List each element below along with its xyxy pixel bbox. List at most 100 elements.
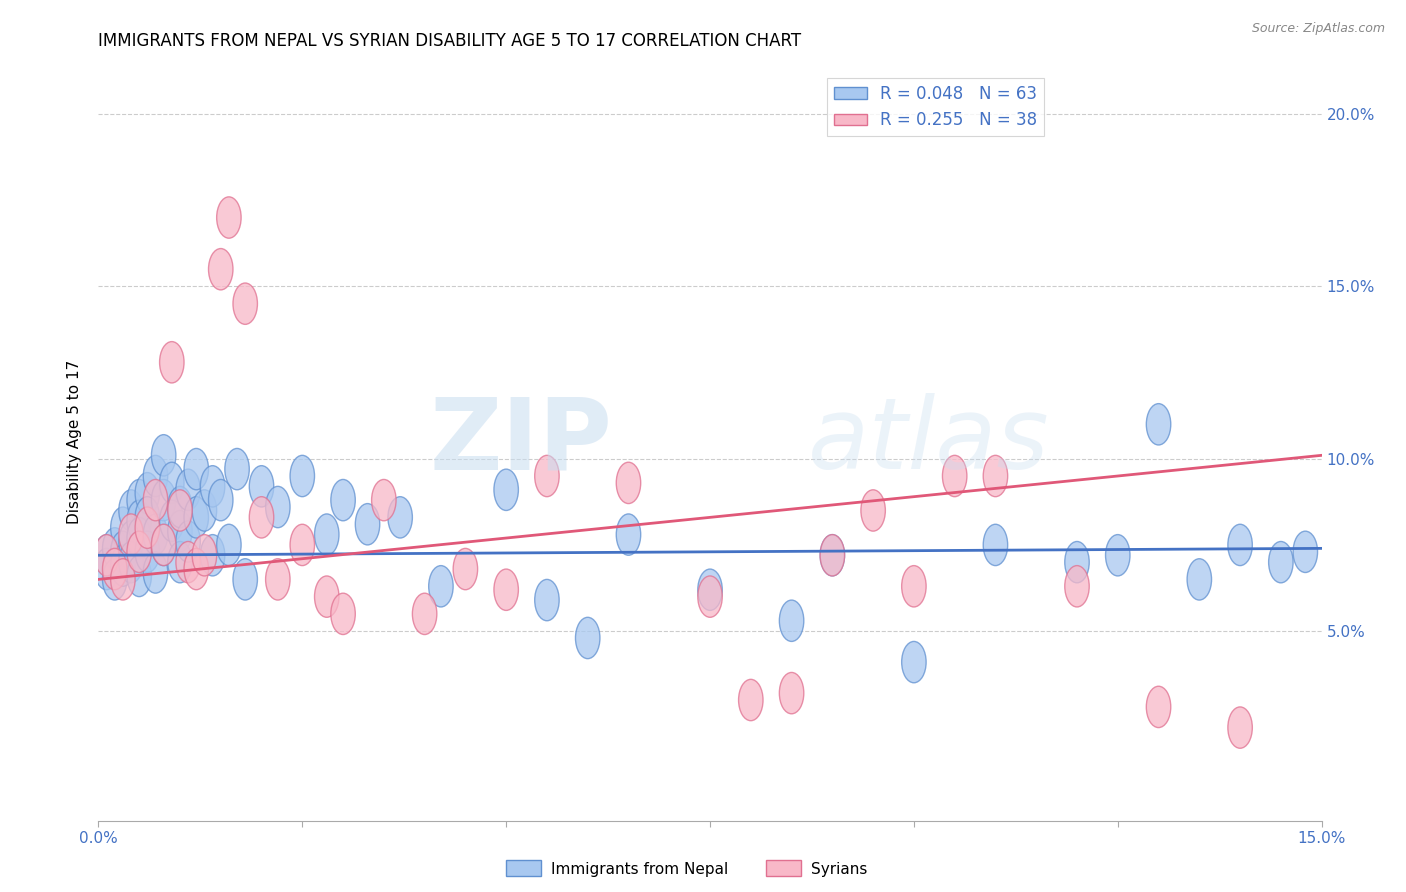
Ellipse shape — [1105, 534, 1130, 576]
Ellipse shape — [103, 558, 127, 600]
Ellipse shape — [120, 541, 143, 582]
Ellipse shape — [266, 558, 290, 600]
Ellipse shape — [1146, 686, 1171, 728]
Ellipse shape — [217, 524, 242, 566]
Ellipse shape — [127, 531, 152, 573]
Ellipse shape — [330, 593, 356, 634]
Ellipse shape — [103, 528, 127, 569]
Ellipse shape — [176, 541, 201, 582]
Ellipse shape — [616, 514, 641, 555]
Ellipse shape — [135, 497, 160, 538]
Ellipse shape — [266, 486, 290, 528]
Ellipse shape — [111, 507, 135, 549]
Ellipse shape — [111, 558, 135, 600]
Ellipse shape — [94, 549, 120, 590]
Ellipse shape — [820, 534, 845, 576]
Ellipse shape — [494, 569, 519, 610]
Ellipse shape — [135, 473, 160, 514]
Ellipse shape — [135, 531, 160, 573]
Ellipse shape — [135, 507, 160, 549]
Ellipse shape — [1064, 566, 1090, 607]
Ellipse shape — [249, 497, 274, 538]
Ellipse shape — [575, 617, 600, 658]
Ellipse shape — [152, 524, 176, 566]
Ellipse shape — [167, 490, 193, 531]
Ellipse shape — [184, 549, 208, 590]
Ellipse shape — [120, 490, 143, 531]
Text: Source: ZipAtlas.com: Source: ZipAtlas.com — [1251, 22, 1385, 36]
Ellipse shape — [983, 455, 1008, 497]
Ellipse shape — [143, 552, 167, 593]
Ellipse shape — [143, 455, 167, 497]
Ellipse shape — [160, 342, 184, 383]
Text: ZIP: ZIP — [429, 393, 612, 490]
Ellipse shape — [225, 449, 249, 490]
Ellipse shape — [200, 466, 225, 507]
Ellipse shape — [111, 545, 135, 586]
Ellipse shape — [860, 490, 886, 531]
Ellipse shape — [120, 521, 143, 562]
Ellipse shape — [160, 500, 184, 541]
Ellipse shape — [290, 524, 315, 566]
Ellipse shape — [412, 593, 437, 634]
Ellipse shape — [429, 566, 453, 607]
Ellipse shape — [534, 580, 560, 621]
Ellipse shape — [200, 534, 225, 576]
Ellipse shape — [167, 486, 193, 528]
Ellipse shape — [494, 469, 519, 510]
Ellipse shape — [371, 480, 396, 521]
Ellipse shape — [167, 541, 193, 582]
Text: Syrians: Syrians — [811, 863, 868, 877]
Ellipse shape — [160, 462, 184, 504]
Text: Immigrants from Nepal: Immigrants from Nepal — [551, 863, 728, 877]
Ellipse shape — [233, 558, 257, 600]
Ellipse shape — [143, 480, 167, 521]
Ellipse shape — [356, 504, 380, 545]
Ellipse shape — [290, 455, 315, 497]
Ellipse shape — [697, 576, 723, 617]
Ellipse shape — [1294, 531, 1317, 573]
Ellipse shape — [1227, 706, 1253, 748]
Ellipse shape — [152, 434, 176, 476]
Ellipse shape — [143, 514, 167, 555]
Ellipse shape — [127, 480, 152, 521]
Ellipse shape — [111, 531, 135, 573]
Ellipse shape — [820, 534, 845, 576]
Ellipse shape — [1146, 403, 1171, 445]
Ellipse shape — [249, 466, 274, 507]
Ellipse shape — [94, 534, 120, 576]
Ellipse shape — [127, 517, 152, 558]
Ellipse shape — [1187, 558, 1212, 600]
Ellipse shape — [315, 576, 339, 617]
Ellipse shape — [152, 480, 176, 521]
Ellipse shape — [330, 480, 356, 521]
Ellipse shape — [534, 455, 560, 497]
Ellipse shape — [193, 490, 217, 531]
Text: atlas: atlas — [808, 393, 1049, 490]
Ellipse shape — [167, 510, 193, 552]
Ellipse shape — [176, 469, 201, 510]
Ellipse shape — [120, 514, 143, 555]
Ellipse shape — [152, 524, 176, 566]
Ellipse shape — [942, 455, 967, 497]
Ellipse shape — [901, 641, 927, 682]
Ellipse shape — [176, 521, 201, 562]
Ellipse shape — [217, 197, 242, 238]
Ellipse shape — [901, 566, 927, 607]
Ellipse shape — [388, 497, 412, 538]
Ellipse shape — [315, 514, 339, 555]
Ellipse shape — [779, 600, 804, 641]
Ellipse shape — [738, 680, 763, 721]
Text: IMMIGRANTS FROM NEPAL VS SYRIAN DISABILITY AGE 5 TO 17 CORRELATION CHART: IMMIGRANTS FROM NEPAL VS SYRIAN DISABILI… — [98, 32, 801, 50]
Ellipse shape — [94, 534, 120, 576]
Ellipse shape — [233, 283, 257, 325]
Ellipse shape — [184, 497, 208, 538]
Ellipse shape — [103, 549, 127, 590]
Ellipse shape — [779, 673, 804, 714]
Ellipse shape — [616, 462, 641, 504]
Ellipse shape — [453, 549, 478, 590]
Legend: R = 0.048   N = 63, R = 0.255   N = 38: R = 0.048 N = 63, R = 0.255 N = 38 — [827, 78, 1045, 136]
Ellipse shape — [1268, 541, 1294, 582]
Ellipse shape — [1064, 541, 1090, 582]
Y-axis label: Disability Age 5 to 17: Disability Age 5 to 17 — [67, 359, 83, 524]
